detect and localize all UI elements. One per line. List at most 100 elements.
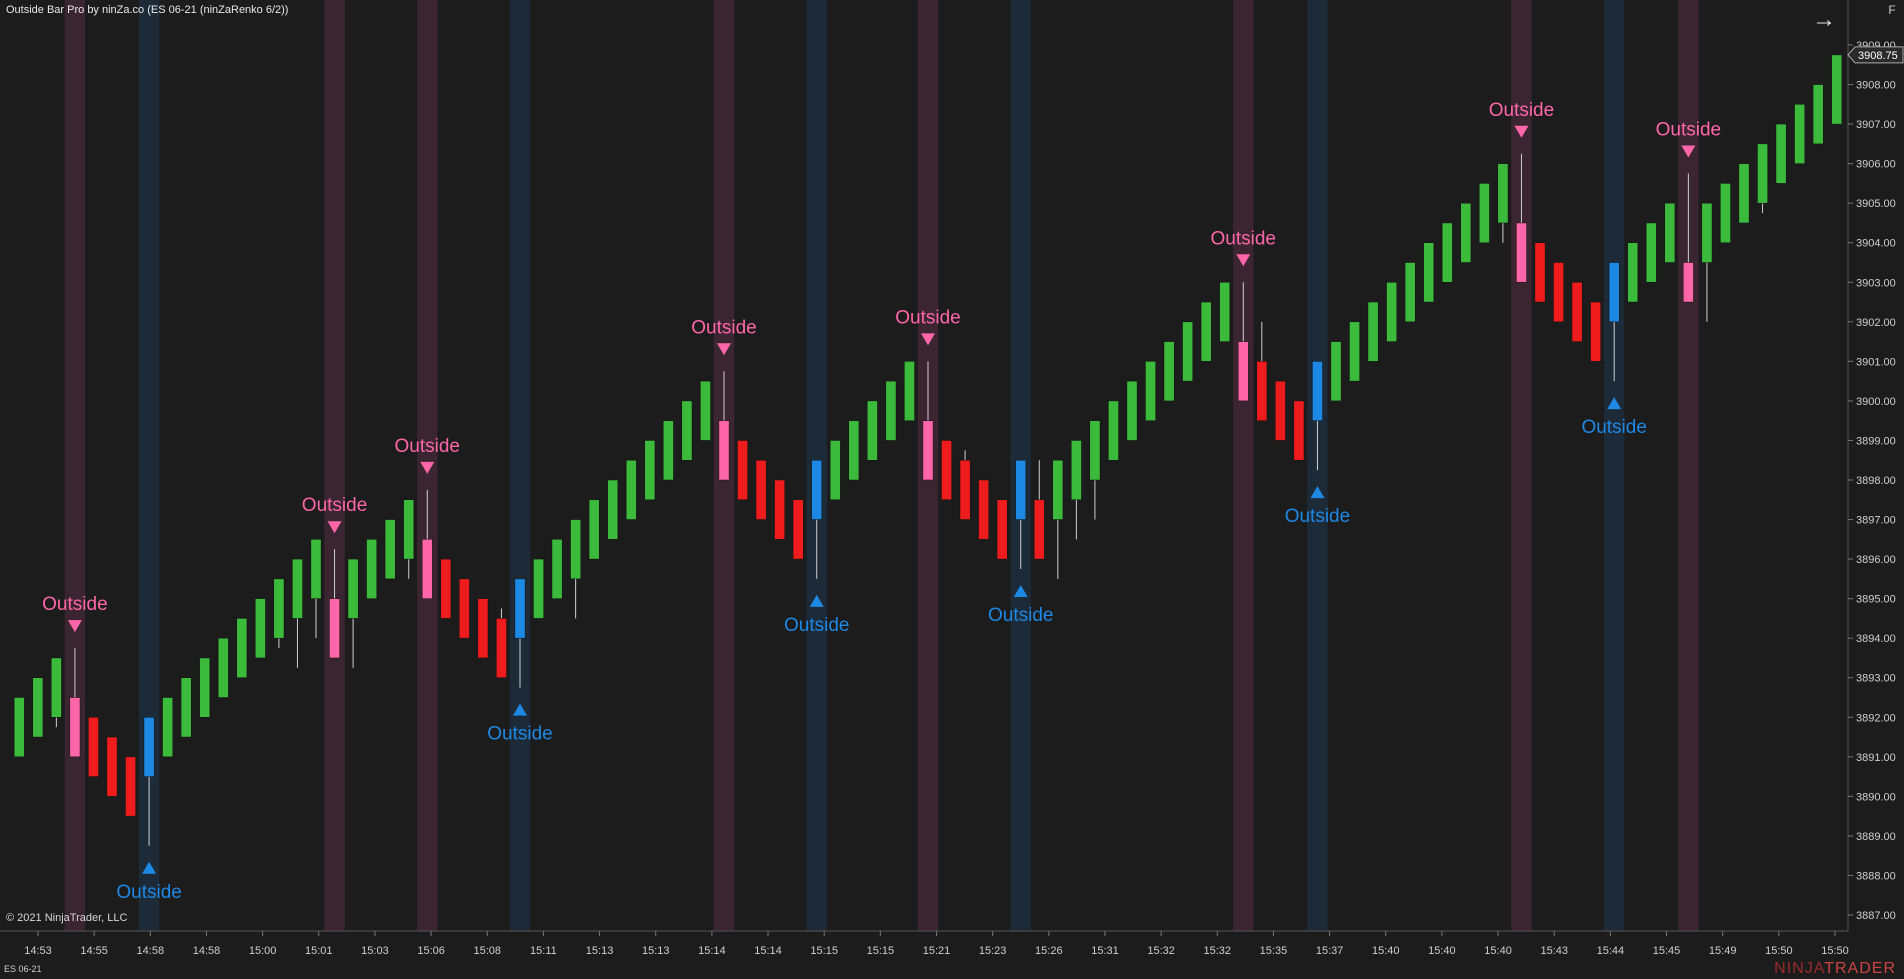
time-tick-label: 15:14 xyxy=(698,945,726,957)
arrow-right-icon[interactable]: → xyxy=(1812,6,1836,33)
signal-label-down: Outside xyxy=(1489,100,1554,121)
signal-label-up: Outside xyxy=(784,615,849,636)
candle-body xyxy=(1571,282,1583,342)
candle-body xyxy=(199,657,211,718)
candle-body xyxy=(922,420,934,481)
time-tick-label: 15:14 xyxy=(754,945,782,957)
candle-body xyxy=(1516,222,1527,283)
signal-label-down: Outside xyxy=(895,307,960,328)
outside-signals: Outside Outside Outside Outside Outside Outsi… xyxy=(42,100,1721,903)
candle-body xyxy=(829,440,841,501)
triangle-up-icon xyxy=(513,703,527,716)
candle-body xyxy=(440,558,452,619)
price-tick-label: 3895.00 xyxy=(1856,594,1896,606)
price-tick-label: 3893.00 xyxy=(1856,673,1896,685)
time-tick-label: 15:15 xyxy=(867,945,895,957)
candle-body xyxy=(1312,361,1323,421)
price-tick-label: 3897.00 xyxy=(1856,515,1896,527)
candle-body xyxy=(496,618,507,678)
triangle-down-icon xyxy=(921,333,935,346)
signal-label-down: Outside xyxy=(42,594,107,615)
price-tick-label: 3891.00 xyxy=(1856,752,1896,764)
time-tick-label: 15:08 xyxy=(473,945,501,957)
price-tick-label: 3898.00 xyxy=(1856,475,1896,487)
candle-body xyxy=(1256,361,1268,421)
signal-band xyxy=(1603,0,1625,931)
signal-label-up: Outside xyxy=(487,724,552,745)
logo-prefix: NINJA xyxy=(1774,960,1825,977)
candle-body xyxy=(1812,84,1824,145)
time-tick-label: 15:50 xyxy=(1821,945,1849,957)
time-tick-label: 15:44 xyxy=(1597,945,1625,957)
triangle-down-icon xyxy=(717,343,731,356)
triangle-up-icon xyxy=(1607,397,1622,410)
price-tick-label: 3900.00 xyxy=(1856,396,1896,408)
candle-body xyxy=(1423,242,1435,303)
candle-body xyxy=(1553,262,1564,323)
triangle-down-icon xyxy=(67,620,82,633)
candle-body xyxy=(1275,380,1286,441)
candle-body xyxy=(1479,183,1490,243)
triangle-up-icon xyxy=(1013,584,1028,597)
candle-body xyxy=(329,598,340,659)
candle-body xyxy=(1015,459,1027,520)
candle-body xyxy=(1460,202,1472,263)
candle-body xyxy=(1720,183,1731,243)
price-tick-label: 3890.00 xyxy=(1856,791,1896,803)
time-tick-label: 15:43 xyxy=(1540,945,1568,957)
candle-body xyxy=(1534,242,1546,303)
candle-body xyxy=(1126,380,1138,441)
candle-body xyxy=(978,479,989,540)
time-tick-label: 14:58 xyxy=(137,945,165,957)
candle-body xyxy=(217,637,229,698)
price-tick-label: 3892.00 xyxy=(1856,712,1896,724)
candle-body xyxy=(1108,400,1119,461)
candle-body xyxy=(125,756,136,817)
time-tick-label: 15:40 xyxy=(1372,945,1400,957)
time-tick-label: 15:11 xyxy=(530,945,557,957)
triangle-down-icon xyxy=(327,521,342,534)
candle-body xyxy=(1145,361,1156,421)
f-button[interactable]: F xyxy=(1888,3,1896,17)
candle-body xyxy=(1349,321,1360,382)
candle-body xyxy=(904,361,915,421)
price-tick-label: 3905.00 xyxy=(1856,198,1896,210)
candle-body xyxy=(941,440,952,501)
candle-body xyxy=(1645,222,1657,283)
signal-band xyxy=(509,0,531,931)
time-tick-label: 14:55 xyxy=(80,945,108,957)
signal-label-up: Outside xyxy=(116,882,181,903)
time-tick-label: 15:13 xyxy=(586,945,614,957)
candle-body xyxy=(1794,104,1805,164)
time-tick-label: 14:58 xyxy=(193,945,221,957)
time-tick-label: 15:49 xyxy=(1709,945,1737,957)
time-tick-label: 15:37 xyxy=(1316,945,1344,957)
signal-band xyxy=(324,0,345,931)
ninjatrader-logo: NINJATRADER xyxy=(1774,960,1896,978)
price-tick-label: 3907.00 xyxy=(1856,119,1896,131)
candle-body xyxy=(180,677,192,738)
triangle-up-icon xyxy=(809,594,824,607)
candle-body xyxy=(959,459,971,520)
instrument-label: ES 06-21 xyxy=(4,964,42,974)
candle-body xyxy=(1071,440,1082,501)
candle-body xyxy=(403,499,415,560)
candle-body xyxy=(885,380,897,441)
candle-body xyxy=(792,499,804,560)
candle-body xyxy=(996,499,1008,560)
candle-body xyxy=(1664,202,1676,263)
price-axis[interactable]: 3887.00 3888.00 3889.00 3890.00 3891.00 3892.… xyxy=(1847,0,1904,931)
time-axis[interactable]: 14:53 14:55 14:58 14:58 15:00 15:01 15:03 15:06… xyxy=(0,930,1849,957)
price-tick-label: 3908.00 xyxy=(1856,80,1896,92)
signal-label-up: Outside xyxy=(1285,506,1350,527)
signal-band xyxy=(64,0,86,931)
time-tick-label: 15:06 xyxy=(417,945,445,957)
time-tick-label: 15:23 xyxy=(979,945,1007,957)
candle-body xyxy=(366,539,377,599)
chart-title: Outside Bar Pro by ninZa.co (ES 06-21 (n… xyxy=(6,4,289,16)
candle-body xyxy=(533,558,544,619)
candle-body xyxy=(162,697,173,758)
time-tick-label: 15:31 xyxy=(1091,945,1119,957)
